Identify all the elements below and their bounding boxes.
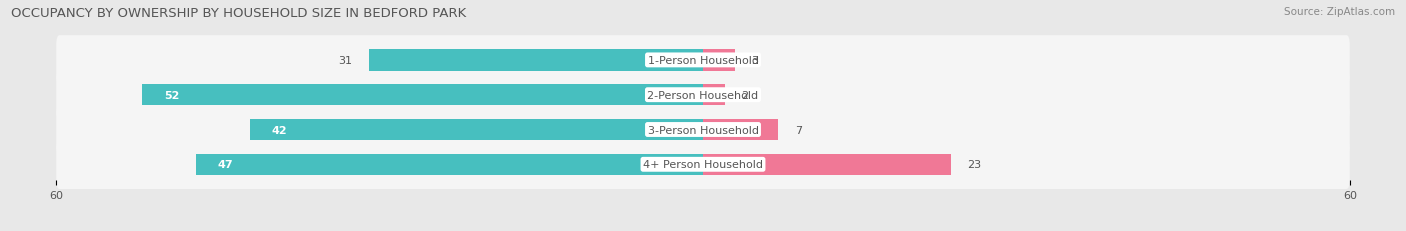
Bar — [703, 50, 735, 71]
Bar — [703, 119, 779, 141]
Bar — [250, 119, 703, 141]
FancyBboxPatch shape — [56, 71, 1350, 120]
Text: 1-Person Household: 1-Person Household — [648, 56, 758, 66]
Text: OCCUPANCY BY OWNERSHIP BY HOUSEHOLD SIZE IN BEDFORD PARK: OCCUPANCY BY OWNERSHIP BY HOUSEHOLD SIZE… — [11, 7, 467, 20]
FancyBboxPatch shape — [56, 36, 1350, 85]
Bar — [703, 85, 724, 106]
Text: 31: 31 — [339, 56, 353, 66]
Text: 42: 42 — [271, 125, 287, 135]
FancyBboxPatch shape — [56, 140, 1350, 189]
Bar — [142, 85, 703, 106]
Text: 4+ Person Household: 4+ Person Household — [643, 160, 763, 170]
Text: 52: 52 — [165, 90, 180, 100]
Text: 2: 2 — [741, 90, 748, 100]
Text: 23: 23 — [967, 160, 981, 170]
Bar — [368, 50, 703, 71]
Text: Source: ZipAtlas.com: Source: ZipAtlas.com — [1284, 7, 1395, 17]
Text: 2-Person Household: 2-Person Household — [647, 90, 759, 100]
Text: 3-Person Household: 3-Person Household — [648, 125, 758, 135]
FancyBboxPatch shape — [56, 105, 1350, 155]
Bar — [703, 154, 950, 175]
Text: 7: 7 — [794, 125, 801, 135]
Bar — [197, 154, 703, 175]
Text: 3: 3 — [752, 56, 758, 66]
Text: 47: 47 — [218, 160, 233, 170]
